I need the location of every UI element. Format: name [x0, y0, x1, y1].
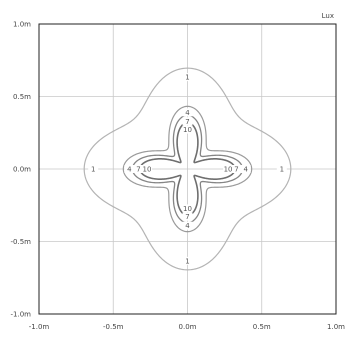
x-tick-label: 0.5m [253, 323, 271, 331]
y-tick-label: -0.5m [11, 238, 32, 246]
x-tick-label: 1.0m [327, 323, 345, 331]
contour-line-1 [83, 67, 292, 271]
contour-label-4: 4 [185, 109, 190, 117]
contour-label-1: 1 [185, 257, 189, 265]
contour-label-7: 7 [136, 166, 140, 174]
contour-label-10: 10 [183, 205, 192, 213]
contour-label-bg [182, 212, 193, 221]
contour-label-7: 7 [234, 166, 238, 174]
x-tick-label: -0.5m [103, 323, 124, 331]
x-axis-ticks: -1.0m -0.5m 0.0m 0.5m 1.0m [29, 323, 345, 331]
y-axis-ticks: 1.0m 0.5m 0.0m -0.5m -1.0m [11, 21, 32, 319]
contour-label-bg [88, 165, 99, 173]
y-tick-label: 1.0m [13, 21, 31, 29]
contour-label-7: 7 [185, 118, 189, 126]
contour-label-bg [141, 165, 152, 173]
contour-label-10: 10 [224, 166, 233, 174]
x-tick-label: -1.0m [29, 323, 50, 331]
contour-label-bg [182, 117, 193, 126]
y-tick-label: 0.0m [13, 166, 31, 174]
y-tick-label: -1.0m [11, 311, 32, 319]
contour-label-bg [182, 125, 193, 134]
y-tick-label: 0.5m [13, 93, 31, 101]
contour-label-7: 7 [185, 213, 189, 221]
grid-layer [39, 24, 336, 314]
plot-frame [38, 23, 337, 315]
contour-label-1: 1 [91, 166, 95, 174]
contour-label-4: 4 [243, 166, 248, 174]
contour-label-bg [124, 165, 135, 173]
contour-label-bg [182, 221, 193, 230]
contour-label-1: 1 [280, 166, 284, 174]
contour-label-10: 10 [183, 126, 192, 134]
contour-label-bg [182, 256, 193, 265]
contour-line-4 [122, 105, 253, 233]
contour-label-1: 1 [185, 74, 189, 82]
contour-label-bg [240, 165, 251, 173]
x-tick-label: 0.0m [179, 323, 197, 331]
contour-label-bg [182, 108, 193, 117]
contour-label-bg [133, 165, 144, 173]
contour-label-4: 4 [185, 222, 190, 230]
contour-label-4: 4 [127, 166, 132, 174]
contour-label-10: 10 [143, 166, 152, 174]
contour-label-bg [182, 73, 193, 82]
unit-label: Lux [322, 12, 334, 20]
contour-label-bg [182, 204, 193, 213]
contour-label-bg [223, 165, 234, 173]
contour-label-bg [231, 165, 242, 173]
contour-label-bg [276, 165, 287, 173]
